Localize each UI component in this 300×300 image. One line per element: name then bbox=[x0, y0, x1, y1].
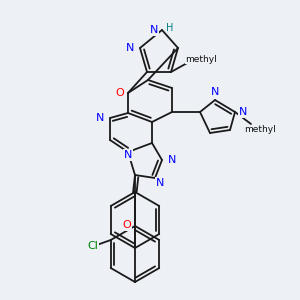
Text: O: O bbox=[116, 88, 124, 98]
Text: O: O bbox=[123, 220, 131, 230]
Text: N: N bbox=[150, 25, 158, 35]
Text: methyl: methyl bbox=[185, 55, 217, 64]
Text: N: N bbox=[211, 87, 219, 97]
Text: H: H bbox=[166, 23, 174, 33]
Text: N: N bbox=[156, 178, 164, 188]
Text: N: N bbox=[96, 113, 104, 123]
Text: N: N bbox=[239, 107, 247, 117]
Text: methyl: methyl bbox=[244, 125, 276, 134]
Text: N: N bbox=[124, 150, 132, 160]
Text: N: N bbox=[168, 155, 176, 165]
Text: Cl: Cl bbox=[87, 241, 98, 251]
Text: N: N bbox=[126, 43, 134, 53]
